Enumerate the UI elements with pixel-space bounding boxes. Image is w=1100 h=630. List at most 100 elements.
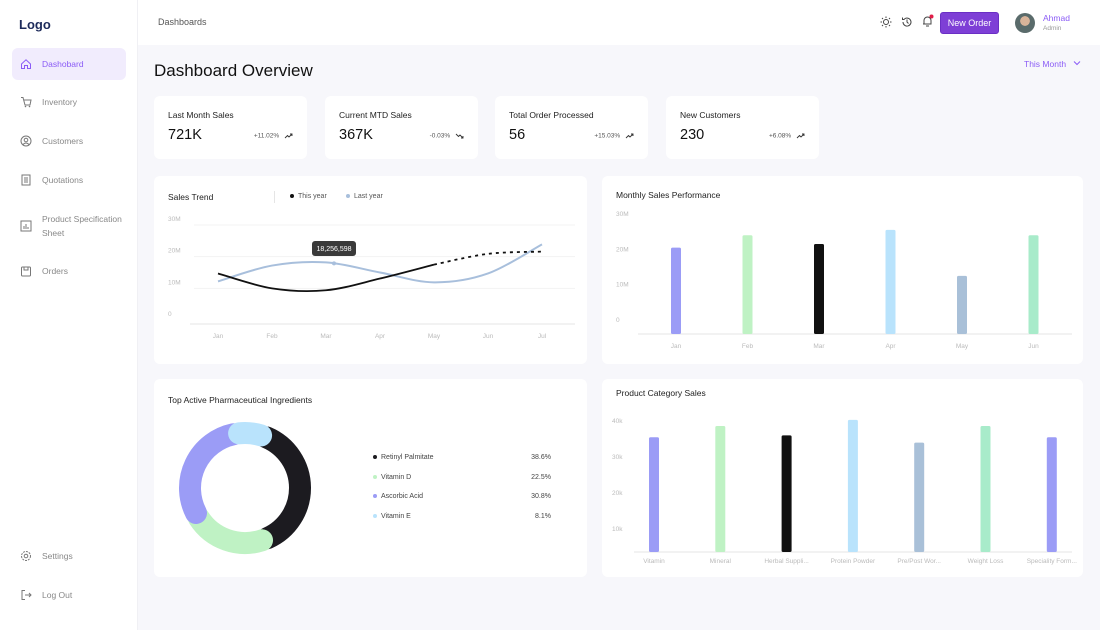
bar xyxy=(649,437,659,552)
bar xyxy=(1028,235,1039,334)
period-dropdown[interactable]: This Month xyxy=(1024,59,1082,69)
sidebar-item-dashboard[interactable]: Dashobard xyxy=(12,48,126,80)
x-tick-label: Mar xyxy=(320,333,332,340)
x-tick-label: Vitamin xyxy=(643,558,665,565)
trend-up-icon xyxy=(625,133,634,139)
box-icon xyxy=(21,266,31,277)
legend-value: 38.6% xyxy=(531,454,551,461)
bell-icon[interactable] xyxy=(921,14,934,28)
bar xyxy=(847,419,858,552)
bar xyxy=(957,275,967,334)
y-tick-label: 0 xyxy=(616,317,620,324)
bar xyxy=(671,247,681,334)
x-tick-label: Herbal Suppli... xyxy=(764,558,809,565)
donut-slice xyxy=(187,506,274,554)
kpi-value: 230 xyxy=(680,127,705,143)
user-name[interactable]: Ahmad xyxy=(1043,13,1070,23)
y-tick-label: 20M xyxy=(168,248,181,255)
tooltip-value: 18,256,598 xyxy=(316,246,351,253)
tooltip xyxy=(312,241,356,256)
kpi-title: Last Month Sales xyxy=(168,110,234,120)
donut-slice xyxy=(228,422,273,447)
x-tick-label: Jan xyxy=(671,343,682,350)
bar xyxy=(980,426,991,552)
kpi-card: Total Order Processed 56 +15.03% xyxy=(495,96,648,159)
chart-title: Product Category Sales xyxy=(616,388,706,398)
monthly-sales-card: Monthly Sales Performance 0 10M 20M 30M Jan F… xyxy=(602,176,1083,364)
legend-label: Vitamin E xyxy=(381,512,411,520)
x-tick-label: Speciality Form... xyxy=(1027,558,1077,565)
sidebar-item-label: Customers xyxy=(42,136,84,146)
sidebar-item-label: Settings xyxy=(42,551,73,561)
kpi-title: Total Order Processed xyxy=(509,110,594,120)
logo: Logo xyxy=(19,17,51,32)
kpi-card: Current MTD Sales 367K -0.03% xyxy=(325,96,478,159)
legend-item: Vitamin E 8.1% xyxy=(373,513,551,520)
sidebar-item-quotations[interactable]: Quotations xyxy=(12,174,126,186)
bar xyxy=(1046,437,1057,552)
y-tick-label: 40k xyxy=(612,418,623,425)
line-last-year xyxy=(217,243,543,284)
y-tick-label: 0 xyxy=(168,311,172,318)
bar xyxy=(814,244,824,334)
legend-this-year: This year xyxy=(290,193,327,200)
x-tick-label: Apr xyxy=(375,333,386,340)
document-icon xyxy=(21,174,31,186)
top-bar: Dashboards New Order Ahmad Admin xyxy=(138,0,1100,45)
y-tick-label: 10M xyxy=(616,282,629,289)
sidebar-item-label: Inventory xyxy=(42,97,77,107)
x-tick-label: Jul xyxy=(538,333,547,340)
legend-value: 8.1% xyxy=(535,512,551,520)
legend-item: Retinyl Palmitate 38.6% xyxy=(373,454,551,461)
sidebar-item-customers[interactable]: Customers xyxy=(12,135,126,147)
sun-icon[interactable] xyxy=(880,16,892,28)
history-icon[interactable] xyxy=(901,16,913,28)
sidebar-item-label: Dashobard xyxy=(42,59,84,69)
bar xyxy=(715,426,726,552)
product-category-chart: 10k 20k 30k 40k Vitamin Mineral Herbal Suppli.… xyxy=(612,418,1077,565)
donut-slice xyxy=(179,423,245,525)
new-order-button[interactable]: New Order xyxy=(940,12,999,34)
bar xyxy=(914,442,925,552)
sidebar-item-product-specification-sheet[interactable]: Product Specification Sheet xyxy=(12,212,126,240)
sidebar-item-logout[interactable]: Log Out xyxy=(12,589,126,601)
kpi-value: 367K xyxy=(339,127,373,143)
sidebar-item-orders[interactable]: Orders xyxy=(12,265,126,277)
legend-label: Retinyl Palmitate xyxy=(381,454,434,461)
bar xyxy=(781,435,792,552)
x-tick-label: Protein Powder xyxy=(831,558,876,565)
y-tick-label: 30M xyxy=(168,216,181,223)
sidebar-item-inventory[interactable]: Inventory xyxy=(12,96,126,108)
y-tick-label: 30M xyxy=(616,211,629,218)
trend-up-icon xyxy=(284,133,293,139)
sidebar-item-settings[interactable]: Settings xyxy=(12,550,126,562)
x-tick-label: Apr xyxy=(885,343,896,350)
sidebar-item-label: Quotations xyxy=(42,175,84,185)
chart-title: Monthly Sales Performance xyxy=(616,190,721,200)
cart-icon xyxy=(21,97,32,108)
period-label: This Month xyxy=(1024,59,1067,69)
kpi-card: Last Month Sales 721K +11.02% xyxy=(154,96,307,159)
breadcrumb[interactable]: Dashboards xyxy=(158,17,207,27)
avatar[interactable] xyxy=(1015,13,1035,33)
api-donut-chart xyxy=(179,422,311,554)
kpi-change: +11.02% xyxy=(254,132,293,140)
user-role: Admin xyxy=(1043,25,1062,32)
product-category-card: Product Category Sales 10k 20k 30k 40k Vitam… xyxy=(602,379,1083,577)
x-tick-label: Pre/Post Wor... xyxy=(897,558,941,565)
legend-last-year: Last year xyxy=(346,193,383,200)
sales-trend-card: Sales Trend This year Last year 0 10M 20M 3… xyxy=(154,176,587,364)
bar-chart-icon xyxy=(20,220,32,232)
kpi-value: 721K xyxy=(168,127,202,143)
y-tick-label: 30k xyxy=(612,454,623,461)
notification-dot xyxy=(929,14,934,19)
y-tick-label: 10M xyxy=(168,279,181,286)
sidebar-item-label: Orders xyxy=(42,266,68,276)
y-tick-label: 20k xyxy=(612,490,623,497)
x-tick-label: Mineral xyxy=(710,558,732,565)
trend-up-icon xyxy=(796,133,805,139)
legend-label: Ascorbic Acid xyxy=(381,493,424,500)
bar xyxy=(885,229,896,334)
y-tick-label: 10k xyxy=(612,526,623,533)
line-this-year xyxy=(217,263,435,293)
